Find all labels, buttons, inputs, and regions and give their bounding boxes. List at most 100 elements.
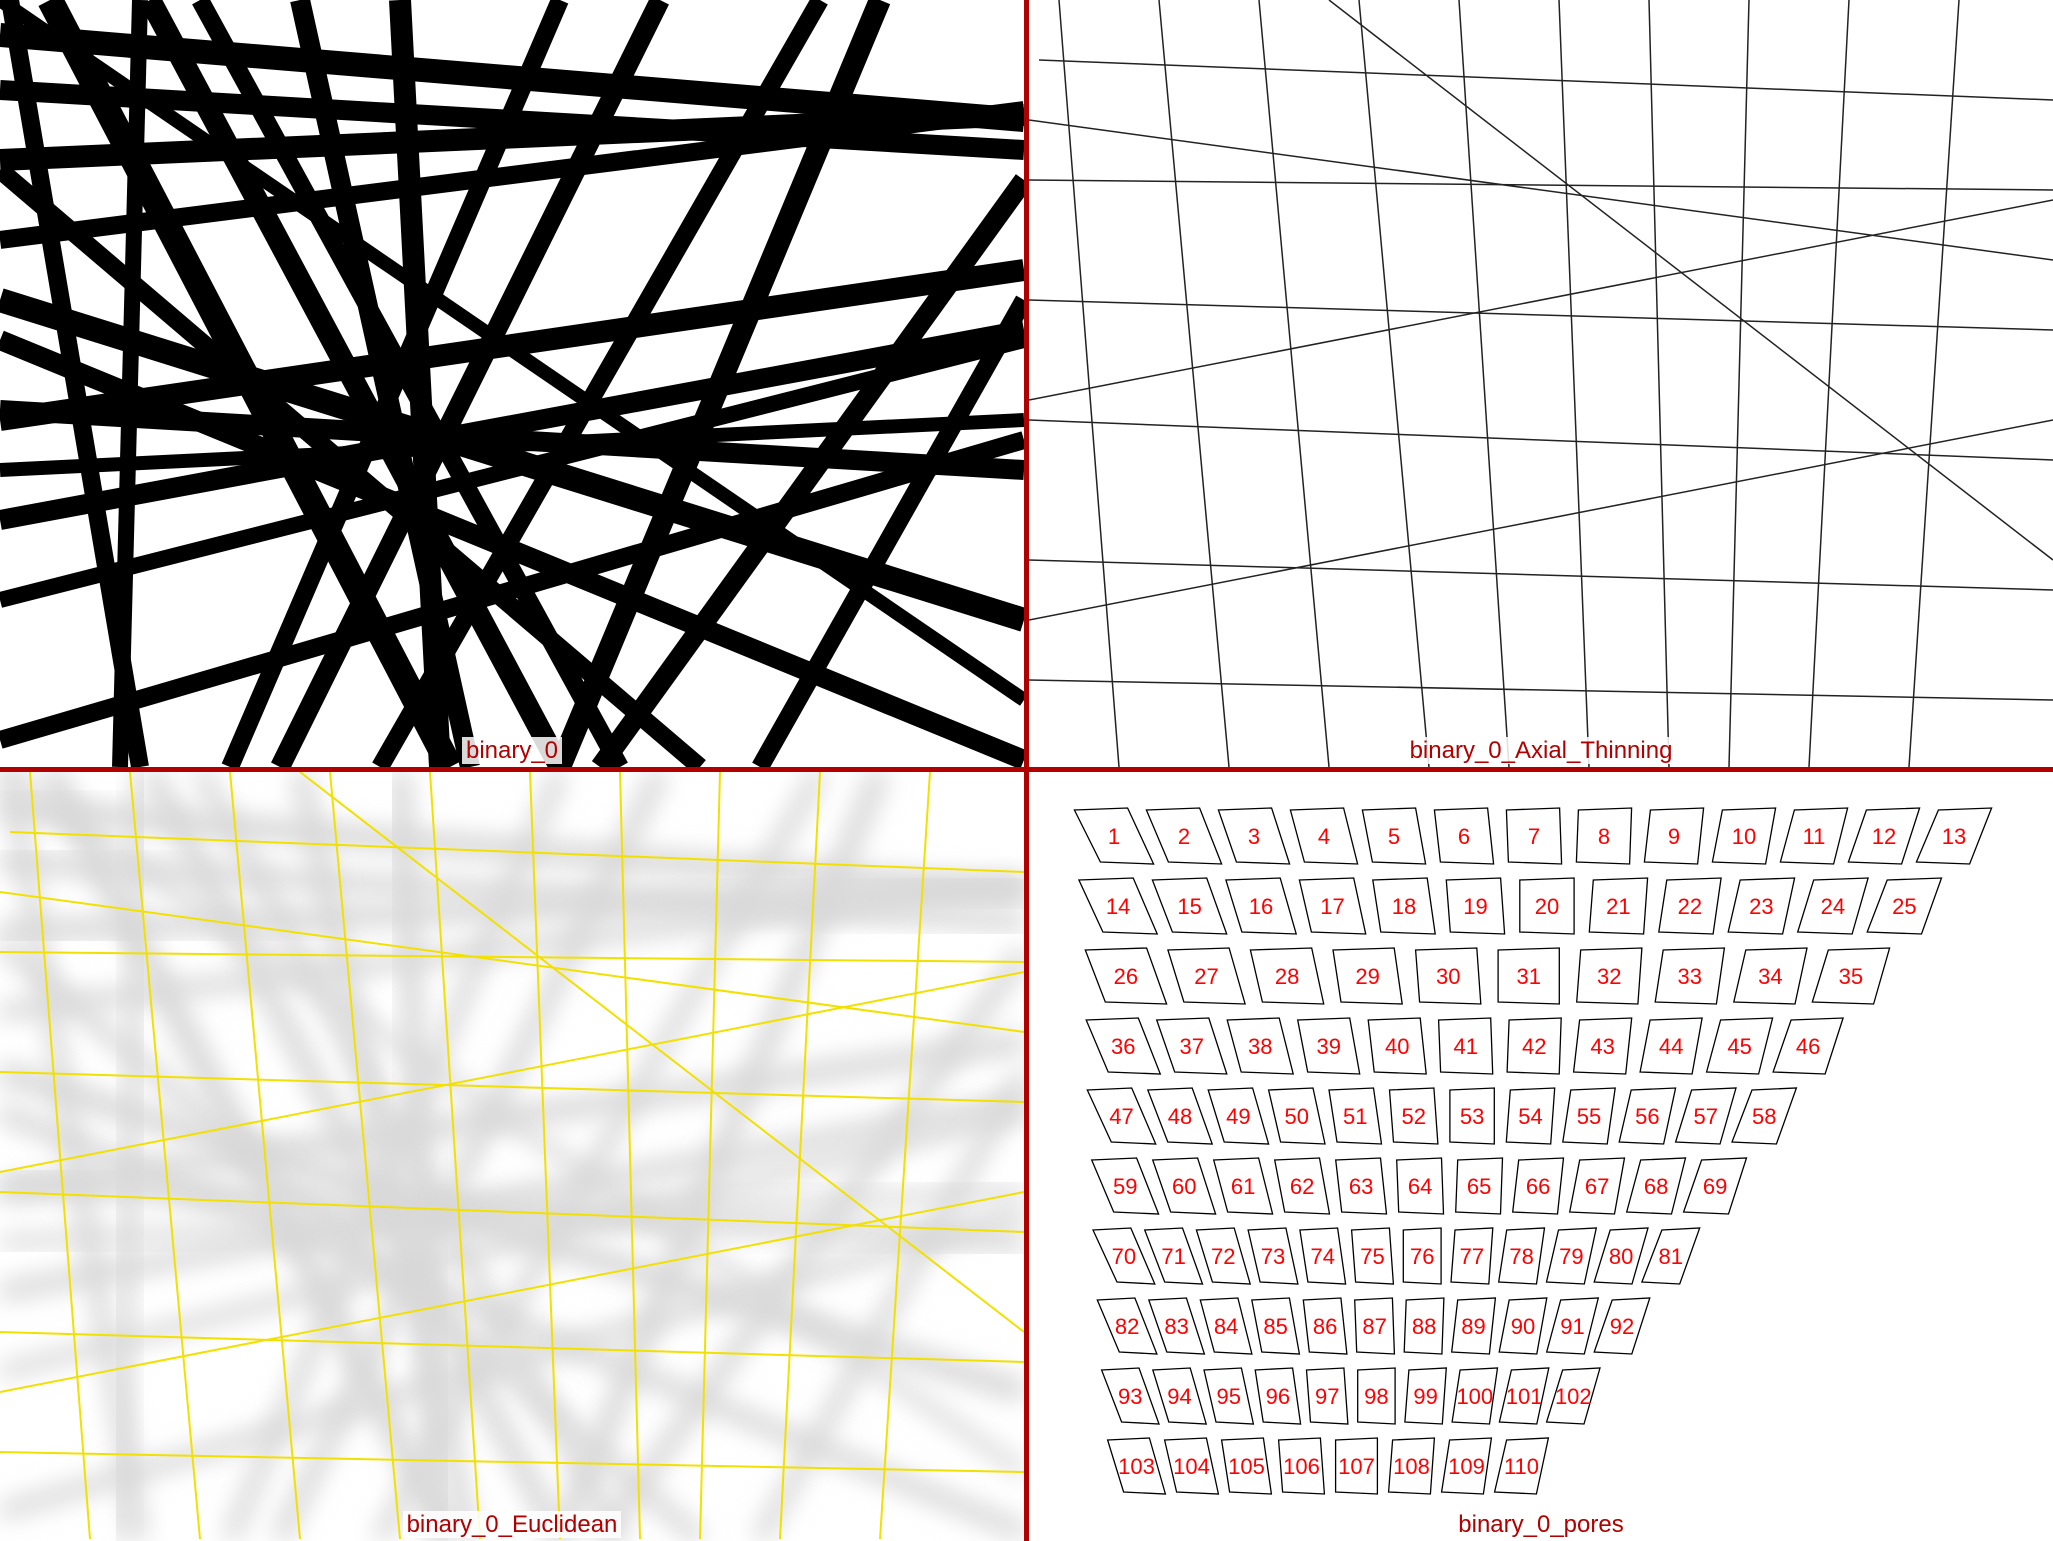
- pore-label: 4: [1318, 824, 1330, 849]
- pore-label: 94: [1167, 1384, 1191, 1409]
- pore-label: 75: [1360, 1244, 1384, 1269]
- pore-label: 95: [1216, 1384, 1240, 1409]
- pore-shape: [1658, 877, 1722, 935]
- skeleton-edge: [1038, 59, 2053, 101]
- pore-label: 58: [1752, 1104, 1776, 1129]
- pore-label: 11: [1803, 824, 1826, 849]
- pore-label: 20: [1535, 894, 1559, 919]
- distance-glow: [0, 772, 1024, 1478]
- pore-label: 24: [1821, 894, 1845, 919]
- pore-shape: [1354, 1297, 1396, 1355]
- pore-label: 9: [1668, 824, 1680, 849]
- pore-label: 37: [1179, 1034, 1203, 1059]
- distance-edge: [0, 1191, 1024, 1393]
- pore-shape: [1073, 807, 1155, 865]
- pore-label: 70: [1112, 1244, 1136, 1269]
- pore-label: 83: [1164, 1314, 1188, 1339]
- skeleton-edge: [1908, 0, 1960, 767]
- pore-label: 67: [1585, 1174, 1609, 1199]
- pore-shape: [1519, 877, 1575, 935]
- pore-shape: [1100, 1367, 1160, 1425]
- skeleton-edge: [1458, 0, 1510, 767]
- pore-shape: [1092, 1227, 1156, 1285]
- pore-label: 31: [1516, 964, 1540, 989]
- pore-label: 68: [1644, 1174, 1668, 1199]
- distance-glow: [752, 1067, 1024, 1541]
- pore-shape: [1545, 1227, 1598, 1285]
- skeleton-edge: [1728, 0, 1750, 767]
- euclidean-panel[interactable]: binary_0_Euclidean: [0, 772, 1024, 1541]
- pore-shape: [1387, 1437, 1436, 1495]
- caption-text: binary_0: [461, 737, 563, 764]
- pore-shape: [1251, 1297, 1301, 1355]
- distance-glow: [112, 772, 148, 1540]
- pore-shape: [1151, 1367, 1208, 1425]
- pore-shape: [1915, 807, 1993, 865]
- distance-edge: [129, 772, 201, 1540]
- skeleton-edge: [1029, 299, 2053, 331]
- pore-label: 13: [1942, 824, 1966, 849]
- pore-label: 14: [1106, 894, 1130, 919]
- pore-label: 85: [1263, 1314, 1287, 1339]
- pore-shape: [1618, 1087, 1677, 1145]
- pore-shape: [1361, 807, 1427, 865]
- pore-shape: [1145, 807, 1223, 865]
- pore-label: 49: [1226, 1104, 1250, 1129]
- pore-label: 81: [1659, 1244, 1683, 1269]
- pore-shape: [1084, 947, 1168, 1005]
- distance-edge: [29, 772, 91, 1540]
- pore-label: 41: [1453, 1034, 1477, 1059]
- pore-shape: [1506, 1017, 1562, 1075]
- pore-shape: [1643, 807, 1705, 865]
- pore-label: 47: [1109, 1104, 1133, 1129]
- pore-label: 7: [1528, 824, 1540, 849]
- fiber-line: [0, 104, 1024, 171]
- pore-label: 32: [1597, 964, 1621, 989]
- pore-shape: [1727, 877, 1796, 935]
- pore-label: 87: [1362, 1314, 1386, 1339]
- horizontal-divider: [0, 767, 2053, 772]
- fiber-line: [549, 0, 891, 767]
- pore-label: 27: [1194, 964, 1218, 989]
- pore-label: 2: [1178, 824, 1190, 849]
- pore-shape: [1350, 1227, 1395, 1285]
- binary-image-panel[interactable]: binary_0: [0, 0, 1024, 767]
- distance-glow: [140, 772, 570, 1541]
- fiber-line: [221, 0, 569, 767]
- pore-shape: [1328, 1087, 1383, 1145]
- pore-label: 109: [1448, 1454, 1485, 1479]
- pore-shape: [1505, 1087, 1556, 1145]
- fiber-line: [38, 0, 462, 767]
- pore-shape: [1545, 1367, 1601, 1425]
- skeleton-edge: [1558, 0, 1590, 767]
- pore-shape: [1273, 1157, 1331, 1215]
- pore-label: 61: [1231, 1174, 1255, 1199]
- pore-shape: [1298, 877, 1367, 935]
- pore-label: 12: [1872, 824, 1896, 849]
- axial-thinning-panel[interactable]: binary_0_Axial_Thinning: [1029, 0, 2053, 767]
- pores-panel[interactable]: 1 2 3 4 5 6 7 8 9 10 11 12 13 14 15 16 17 18 19 20 21 22 23 24 2…: [1029, 772, 2053, 1541]
- pore-shape: [1396, 1157, 1445, 1215]
- pore-shape: [1249, 947, 1325, 1005]
- pore-shape: [1568, 1157, 1626, 1215]
- pore-shape: [1497, 1227, 1546, 1285]
- distance-edge: [0, 891, 1024, 1033]
- pore-shape: [1451, 1367, 1499, 1425]
- pore-shape: [1334, 1157, 1388, 1215]
- pore-label: 91: [1560, 1314, 1584, 1339]
- pore-shape: [1195, 1227, 1252, 1285]
- caption-text: binary_0_pores: [1454, 1511, 1628, 1538]
- distance-glow: [38, 772, 462, 1541]
- pore-label: 60: [1172, 1174, 1196, 1199]
- pore-label: 33: [1678, 964, 1702, 989]
- distance-glow: [0, 1060, 1024, 1404]
- caption-text: binary_0_Axial_Thinning: [1405, 737, 1677, 764]
- pore-shape: [1493, 1437, 1550, 1495]
- pore-shape: [1267, 1087, 1326, 1145]
- pore-label: 88: [1412, 1314, 1436, 1339]
- pore-shape: [1203, 1367, 1255, 1425]
- panel-caption-euclidean: binary_0_Euclidean: [0, 1511, 1024, 1539]
- pore-shape: [1847, 807, 1921, 865]
- distance-edge: [299, 772, 1024, 1333]
- pore-shape: [1163, 1437, 1220, 1495]
